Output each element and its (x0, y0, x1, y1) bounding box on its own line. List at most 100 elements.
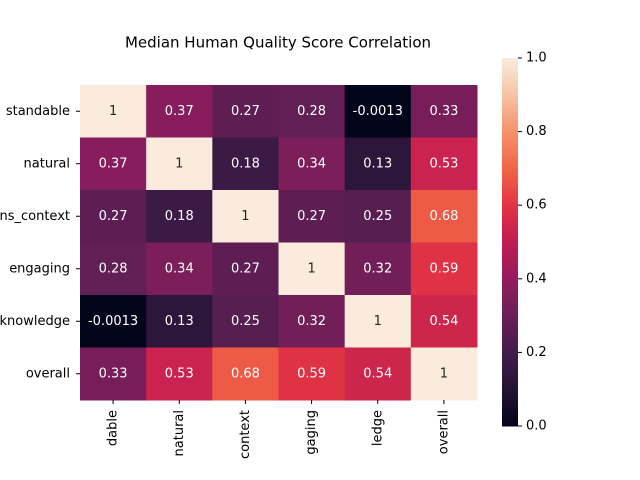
colorbar-tick-label: 0.0 (526, 419, 547, 434)
colorbar-segment (502, 232, 518, 237)
colorbar-segment (502, 73, 518, 77)
x-tick-label: gaging (304, 410, 319, 455)
colorbar-segment (502, 110, 518, 114)
heatmap-cell (278, 347, 346, 401)
colorbar-segment (502, 134, 518, 139)
cell-label: 0.18 (165, 209, 194, 224)
cell-label: 0.53 (165, 366, 194, 381)
heatmap-cell (344, 85, 412, 138)
colorbar-segment (502, 150, 518, 154)
colorbar-segment (502, 358, 518, 363)
y-tick-label: ns_context (0, 209, 70, 224)
colorbar-segment (502, 404, 518, 409)
heatmap-cell (212, 137, 279, 191)
colorbar-segment (502, 248, 518, 252)
heatmap-cell (146, 190, 213, 243)
heatmap-cell (80, 137, 147, 191)
colorbar-segment (502, 294, 518, 298)
colorbar-segment (502, 174, 518, 179)
heatmap-cell (80, 242, 147, 296)
colorbar-segment (502, 352, 518, 356)
x-tick-label: overall (436, 410, 451, 454)
colorbar-segment (502, 122, 518, 126)
colorbar-segment (502, 260, 518, 264)
heatmap-cell (212, 295, 279, 348)
cell-label: 1 (307, 261, 315, 276)
colorbar-segment (502, 318, 518, 323)
heatmap-cell (410, 137, 478, 191)
colorbar-segment (502, 180, 518, 185)
colorbar-segment (502, 61, 518, 65)
colorbar-segment (502, 416, 518, 421)
heatmap-cell (410, 85, 478, 138)
colorbar-segment (502, 275, 518, 280)
colorbar-segment (502, 131, 518, 136)
colorbar-segment (502, 386, 518, 390)
colorbar-segment (502, 211, 518, 215)
colorbar-segment (502, 370, 518, 375)
heatmap-cell (278, 137, 346, 191)
heatmap-cell (146, 242, 213, 296)
colorbar-tick-label: 0.2 (526, 345, 547, 360)
colorbar-segment (502, 383, 518, 387)
colorbar-segment (502, 214, 518, 218)
colorbar-segment (502, 125, 518, 130)
cell-label: 0.13 (165, 314, 194, 329)
colorbar-segment (502, 306, 518, 310)
colorbar-segment (502, 410, 518, 415)
colorbar-segment (502, 146, 518, 151)
cell-label: 0.59 (429, 261, 458, 276)
x-tick-label: context (238, 410, 253, 459)
y-tick-label: overall (26, 366, 70, 381)
heatmap-cell (212, 242, 279, 296)
colorbar-segment (502, 153, 518, 157)
colorbar-segment (502, 202, 518, 206)
colorbar-segment (502, 330, 518, 335)
colorbar-segment (502, 392, 518, 396)
heatmap-cell (278, 85, 346, 138)
colorbar-segment (502, 251, 518, 255)
x-tick-label: ledge (370, 410, 385, 446)
colorbar-segment (502, 291, 518, 295)
colorbar-segment (502, 128, 518, 133)
colorbar-segment (502, 91, 518, 96)
colorbar-tick-label: 1.0 (526, 51, 547, 66)
colorbar-segment (502, 113, 518, 117)
colorbar-segment (502, 196, 518, 200)
heatmap-cell (278, 242, 346, 296)
colorbar-segment (502, 367, 518, 372)
y-tick-label: standable (6, 104, 70, 119)
colorbar-segment (502, 263, 518, 268)
heatmap-cell (146, 347, 213, 401)
cell-label: 1 (241, 209, 249, 224)
cell-label: 0.27 (231, 261, 260, 276)
cell-label: 1 (109, 104, 117, 119)
colorbar-segment (502, 340, 518, 344)
colorbar-segment (502, 70, 518, 74)
colorbar-tick-label: 0.6 (526, 198, 547, 213)
colorbar-segment (502, 361, 518, 366)
heatmap-cell (278, 190, 346, 243)
cell-label: 0.54 (429, 314, 458, 329)
colorbar-segment (502, 389, 518, 393)
heatmap-cell (344, 347, 412, 401)
colorbar-segment (502, 140, 518, 145)
colorbar-segment (502, 100, 518, 105)
cell-label: 0.33 (429, 104, 458, 119)
cell-label: 0.25 (363, 209, 392, 224)
cell-label: 0.68 (429, 209, 458, 224)
heatmap-cell (344, 242, 412, 296)
colorbar-segment (502, 334, 518, 338)
cell-label: 0.27 (99, 209, 128, 224)
colorbar-segment (502, 76, 518, 80)
colorbar-segment (502, 309, 518, 314)
cell-label: 0.32 (363, 261, 392, 276)
colorbar-segment (502, 324, 518, 329)
colorbar-segment (502, 395, 518, 399)
heatmap-cell (146, 85, 213, 138)
colorbar-segment (502, 162, 518, 166)
colorbar-segment (502, 312, 518, 317)
heatmap-cell (146, 295, 213, 348)
cell-label: 0.37 (99, 156, 128, 171)
cell-label: -0.0013 (88, 314, 138, 329)
